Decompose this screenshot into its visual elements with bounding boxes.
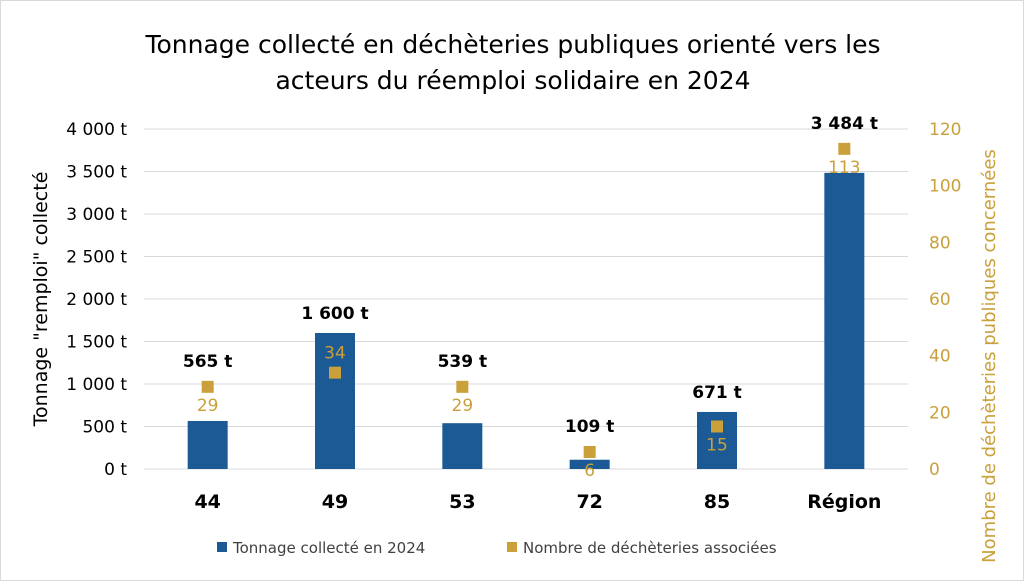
y2-axis-label: Nombre de déchèteries publiques concerné…: [979, 149, 1000, 563]
bar: [569, 459, 610, 469]
y-tick-label: 3 500 t: [66, 163, 127, 183]
marker: [329, 366, 341, 379]
x-tick-label: 49: [322, 491, 348, 513]
legend-label-bar: Tonnage collecté en 2024: [232, 539, 425, 557]
marker-data-label: 34: [324, 344, 346, 364]
y-tick-label: 1 500 t: [66, 333, 127, 353]
y2-tick-label: 80: [929, 233, 951, 253]
bar-data-label: 539 t: [438, 352, 488, 372]
y-tick-label: 500 t: [82, 418, 127, 438]
y2-tick-label: 0: [929, 460, 940, 480]
y2-tick-label: 20: [929, 403, 951, 423]
legend-swatch-marker: [507, 542, 517, 552]
y-tick-label: 4 000 t: [66, 120, 127, 140]
bar-data-label: 109 t: [565, 417, 615, 437]
bar: [442, 423, 483, 469]
bar-data-label: 671 t: [692, 383, 742, 403]
y-tick-label: 0 t: [104, 460, 127, 480]
marker: [583, 446, 596, 458]
marker-data-label: 6: [584, 461, 595, 481]
bar: [315, 333, 355, 469]
x-tick-label: Région: [807, 491, 881, 513]
marker: [838, 142, 851, 155]
marker: [711, 420, 723, 433]
y2-tick-label: 60: [929, 290, 951, 310]
x-tick-label: 53: [449, 491, 475, 513]
x-tick-label: 44: [194, 491, 220, 513]
chart-title-line-2: acteurs du réemploi solidaire en 2024: [275, 66, 750, 95]
y-tick-label: 1 000 t: [66, 375, 127, 395]
bar: [187, 420, 228, 469]
legend: Tonnage collecté en 2024 Nombre de déchè…: [217, 539, 777, 557]
y-tick-label: 2 000 t: [66, 290, 127, 310]
y-tick-label: 2 500 t: [66, 248, 127, 268]
y-tick-label: 3 000 t: [66, 205, 127, 225]
chart-title-line-1: Tonnage collecté en déchèteries publique…: [144, 30, 880, 59]
y2-tick-label: 120: [929, 120, 961, 140]
x-tick-label: 72: [576, 491, 602, 513]
y2-tick-label: 40: [929, 347, 951, 367]
marker: [456, 380, 469, 393]
marker: [201, 380, 214, 393]
bar-data-label: 1 600 t: [301, 304, 368, 324]
bar: [824, 172, 865, 470]
marker-data-label: 15: [706, 436, 728, 456]
marker-data-label: 29: [197, 396, 219, 416]
marker-data-label: 29: [452, 396, 474, 416]
bar-data-label: 565 t: [183, 352, 233, 372]
legend-label-marker: Nombre de déchèteries associées: [523, 539, 777, 557]
x-tick-label: 85: [704, 491, 730, 513]
bar-data-label: 3 484 t: [811, 114, 878, 134]
y2-tick-label: 100: [929, 177, 961, 197]
y-axis-label: Tonnage "remploi" collecté: [30, 172, 52, 428]
marker-data-label: 113: [828, 158, 860, 178]
legend-swatch-bar: [217, 542, 227, 552]
